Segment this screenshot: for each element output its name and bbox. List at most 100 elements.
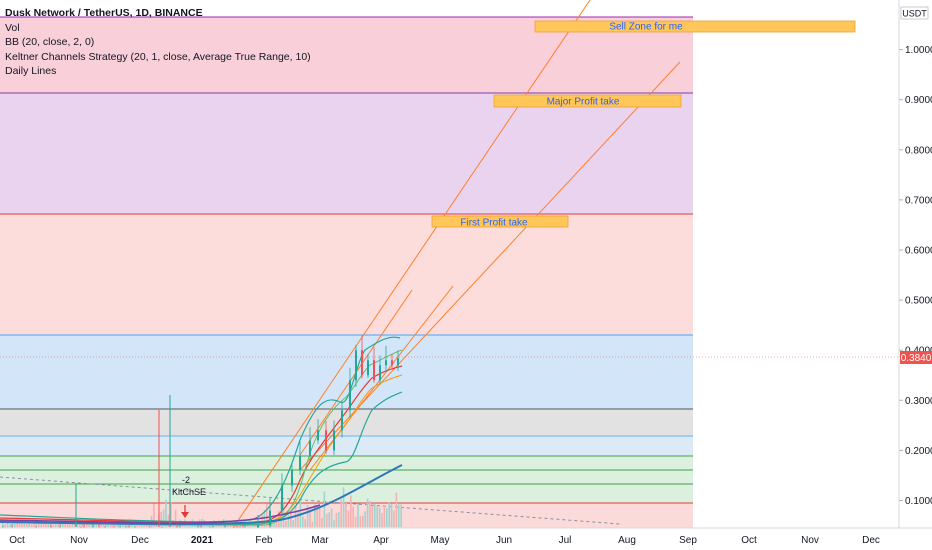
volume-bar xyxy=(366,498,369,527)
chart-legend: Dusk Network / TetherUS, 1D, BINANCE Vol… xyxy=(5,6,311,79)
candle-body xyxy=(373,360,375,381)
volume-bar xyxy=(340,499,342,527)
legend-keltner[interactable]: Keltner Channels Strategy (20, 1, close,… xyxy=(5,50,311,63)
volume-bar xyxy=(328,512,330,527)
volume-bar xyxy=(69,524,71,527)
volume-bar xyxy=(321,517,323,527)
sell-zone-label: Sell Zone for me xyxy=(609,22,683,33)
volume-bar xyxy=(386,508,388,527)
volume-bar xyxy=(326,513,328,527)
volume-bar xyxy=(54,523,57,527)
dashed-downtrend-line xyxy=(0,476,621,525)
volume-bar xyxy=(292,519,294,527)
zone-label-first: First Profit take xyxy=(431,215,569,229)
volume-bar xyxy=(357,503,359,527)
volume-bar xyxy=(122,524,124,527)
volume-bar xyxy=(333,520,335,527)
volume-bar xyxy=(114,524,117,527)
candle-body xyxy=(379,365,381,381)
time-tick-label: Nov xyxy=(70,535,88,546)
candle-body xyxy=(385,360,387,366)
current-price-value: 0.3840 xyxy=(901,353,932,364)
volume-bar xyxy=(2,522,4,527)
volume-bar xyxy=(388,502,390,527)
volume-bar xyxy=(338,511,340,527)
volume-bar xyxy=(134,523,136,527)
volume-bar xyxy=(45,521,47,527)
price-tick-label: 0.1000 xyxy=(905,496,932,507)
volume-bar xyxy=(138,524,141,527)
volume-bar xyxy=(345,503,347,527)
legend-vol[interactable]: Vol xyxy=(5,21,20,34)
volume-bar xyxy=(26,523,28,527)
volume-bar xyxy=(110,524,112,527)
legend-symbol[interactable]: Dusk Network / TetherUS, 1D, BINANCE xyxy=(5,7,203,19)
candle-body xyxy=(333,430,335,451)
axis-unit-box xyxy=(900,6,929,20)
major-profit-label: Major Profit take xyxy=(547,97,620,108)
candle-body xyxy=(269,510,271,526)
legend-bb[interactable]: BB (20, close, 2, 0) xyxy=(5,36,95,49)
volume-bar xyxy=(335,512,338,527)
candle-body xyxy=(355,350,357,381)
volume-bar xyxy=(371,505,374,527)
volume-bar xyxy=(393,510,395,527)
volume-bar xyxy=(81,522,83,527)
time-tick-label: Mar xyxy=(311,535,329,546)
volume-bar xyxy=(78,522,81,527)
time-tick-label: May xyxy=(431,535,450,546)
zone-lines xyxy=(0,16,693,504)
volume-bar xyxy=(311,521,314,527)
current-price-tag xyxy=(900,351,932,364)
volume-bar xyxy=(102,523,105,527)
volume-bar xyxy=(35,522,38,527)
time-tick-label: Jul xyxy=(559,535,572,546)
volume-bar xyxy=(52,524,54,527)
volume-bar xyxy=(362,515,364,527)
volume-bar xyxy=(170,502,172,527)
time-tick-label: 2021 xyxy=(191,535,214,546)
volume-spikes xyxy=(75,395,171,527)
candle-body xyxy=(391,360,393,366)
volume-bar xyxy=(66,522,69,527)
volume-bar xyxy=(376,506,378,527)
volume-bar xyxy=(6,522,9,527)
first-profit-label: First Profit take xyxy=(460,218,528,229)
candle-body xyxy=(397,358,399,366)
volume-bar xyxy=(352,506,354,527)
volume-bar xyxy=(23,521,26,527)
zone-label-major: Major Profit take xyxy=(493,94,682,108)
price-axis[interactable]: 1.00000.90000.80000.70000.60000.50000.40… xyxy=(899,45,932,507)
volume-bar xyxy=(354,516,357,527)
volume-bar xyxy=(383,505,386,527)
zone-label-sell: Sell Zone for me xyxy=(534,20,856,33)
volume-bar xyxy=(369,501,371,527)
volume-bar xyxy=(285,520,287,527)
time-axis[interactable]: Oct Nov Dec 2021 Feb Mar Apr May Jun Jul Aug Sep Oct… xyxy=(9,535,880,546)
volume-bar xyxy=(400,504,402,527)
zone-blue-light xyxy=(0,436,693,456)
axis-unit: USDT xyxy=(902,9,927,19)
legend-daily-lines[interactable]: Daily Lines xyxy=(5,65,57,78)
price-axis-panel xyxy=(899,0,932,528)
volume-bar xyxy=(297,511,299,527)
volume-bar xyxy=(270,522,273,527)
time-tick-label: Dec xyxy=(131,535,149,546)
volume-bar xyxy=(162,509,165,527)
volume-bar xyxy=(100,523,102,527)
volume-bar xyxy=(381,513,383,527)
volume-bar xyxy=(306,505,309,527)
volume-bar xyxy=(232,524,234,527)
volume-bar xyxy=(165,499,167,527)
volume-bar xyxy=(318,506,321,527)
volume-bar xyxy=(330,508,333,527)
signal-value: -2 xyxy=(182,475,190,485)
volume-bar xyxy=(76,522,78,527)
volume-bar xyxy=(364,511,366,527)
